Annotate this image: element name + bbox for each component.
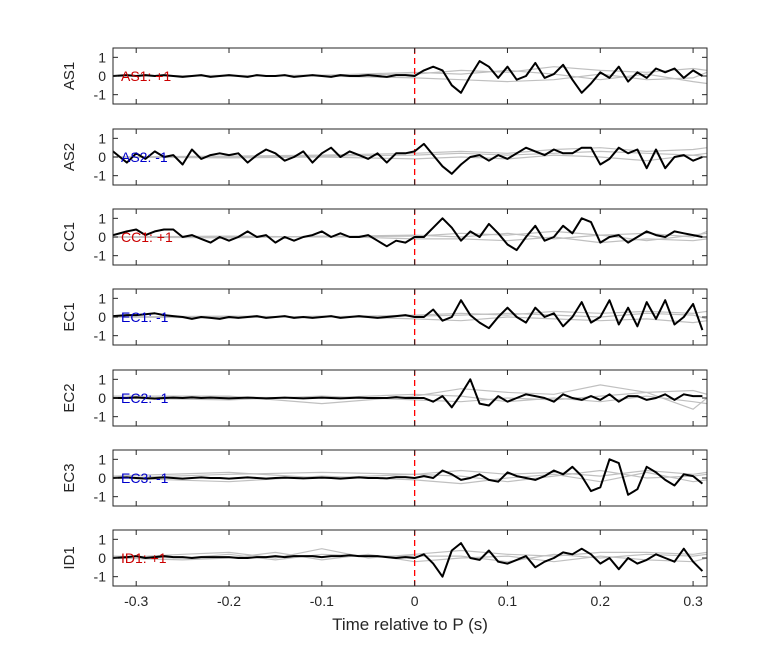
background-trace	[113, 69, 707, 85]
main-trace	[113, 217, 703, 252]
panel-id1: -1 0 1 ID1 ID1: +1	[61, 529, 708, 587]
x-tick-label: 0.2	[591, 593, 611, 609]
panel-ec3: -1 0 1 EC3 EC3: -1	[61, 449, 708, 507]
y-axis-label: CC1	[61, 222, 78, 252]
y-tick-label: 1	[98, 49, 106, 65]
y-tick-label: 1	[98, 371, 106, 387]
x-tick-label: 0.3	[683, 593, 703, 609]
y-tick-label: -1	[94, 168, 107, 184]
y-tick-label: 0	[98, 68, 106, 84]
y-axis-label: EC1	[61, 302, 78, 331]
x-axis-label: Time relative to P (s)	[332, 615, 488, 634]
y-tick-label: 0	[98, 149, 106, 165]
background-trace	[113, 150, 707, 158]
y-tick-label: 1	[98, 210, 106, 226]
x-tick-label: -0.2	[217, 593, 241, 609]
panel-annotation: ID1: +1	[121, 550, 167, 566]
y-tick-label: -1	[94, 87, 107, 103]
main-trace	[113, 60, 703, 94]
main-trace	[113, 142, 703, 175]
main-trace	[113, 542, 704, 578]
y-axis-label: ID1	[61, 546, 78, 569]
background-trace	[113, 232, 707, 242]
x-tick-label: 0	[411, 593, 419, 609]
x-tick-label: -0.1	[310, 593, 334, 609]
background-trace	[113, 553, 707, 563]
y-tick-label: 0	[98, 390, 106, 406]
y-tick-label: -1	[94, 328, 107, 344]
y-axis-label: AS1	[61, 62, 78, 90]
panel-annotation: EC1: -1	[121, 309, 169, 325]
y-tick-label: 1	[98, 451, 106, 467]
y-tick-label: 1	[98, 531, 106, 547]
y-tick-label: 0	[98, 309, 106, 325]
y-tick-label: -1	[94, 569, 107, 585]
y-axis-label: EC3	[61, 463, 78, 492]
y-tick-label: -1	[94, 248, 107, 264]
panel-as2: -1 0 1 AS2 AS2: -1	[61, 128, 708, 186]
y-tick-label: 0	[98, 470, 106, 486]
main-trace	[113, 299, 704, 331]
x-tick-label: -0.3	[124, 593, 148, 609]
y-tick-label: 0	[98, 229, 106, 245]
y-tick-label: -1	[94, 489, 107, 505]
panel-cc1: -1 0 1 CC1 CC1: +1	[61, 208, 708, 266]
panel-annotation: AS1: +1	[121, 68, 171, 84]
background-trace	[113, 548, 707, 559]
panel-ec2: -1 0 1 EC2 EC2: -1	[61, 369, 708, 427]
y-tick-label: 0	[98, 550, 106, 566]
panel-annotation: EC2: -1	[121, 390, 169, 406]
panel-annotation: EC3: -1	[121, 470, 169, 486]
panel-annotation: AS2: -1	[121, 149, 168, 165]
background-trace	[113, 469, 707, 479]
background-trace	[113, 147, 707, 158]
main-trace	[113, 458, 704, 496]
x-tick-label: 0.1	[498, 593, 518, 609]
y-axis-label: AS2	[61, 143, 78, 171]
y-axis-label: EC2	[61, 383, 78, 412]
y-tick-label: 1	[98, 290, 106, 306]
y-tick-label: -1	[94, 409, 107, 425]
main-trace	[113, 378, 703, 409]
y-tick-label: 1	[98, 130, 106, 146]
panel-annotation: CC1: +1	[121, 229, 173, 245]
panel-as1: -1 0 1 AS1 AS1: +1	[61, 47, 708, 105]
panel-ec1: -1 0 1 EC1 EC1: -1	[61, 288, 708, 346]
